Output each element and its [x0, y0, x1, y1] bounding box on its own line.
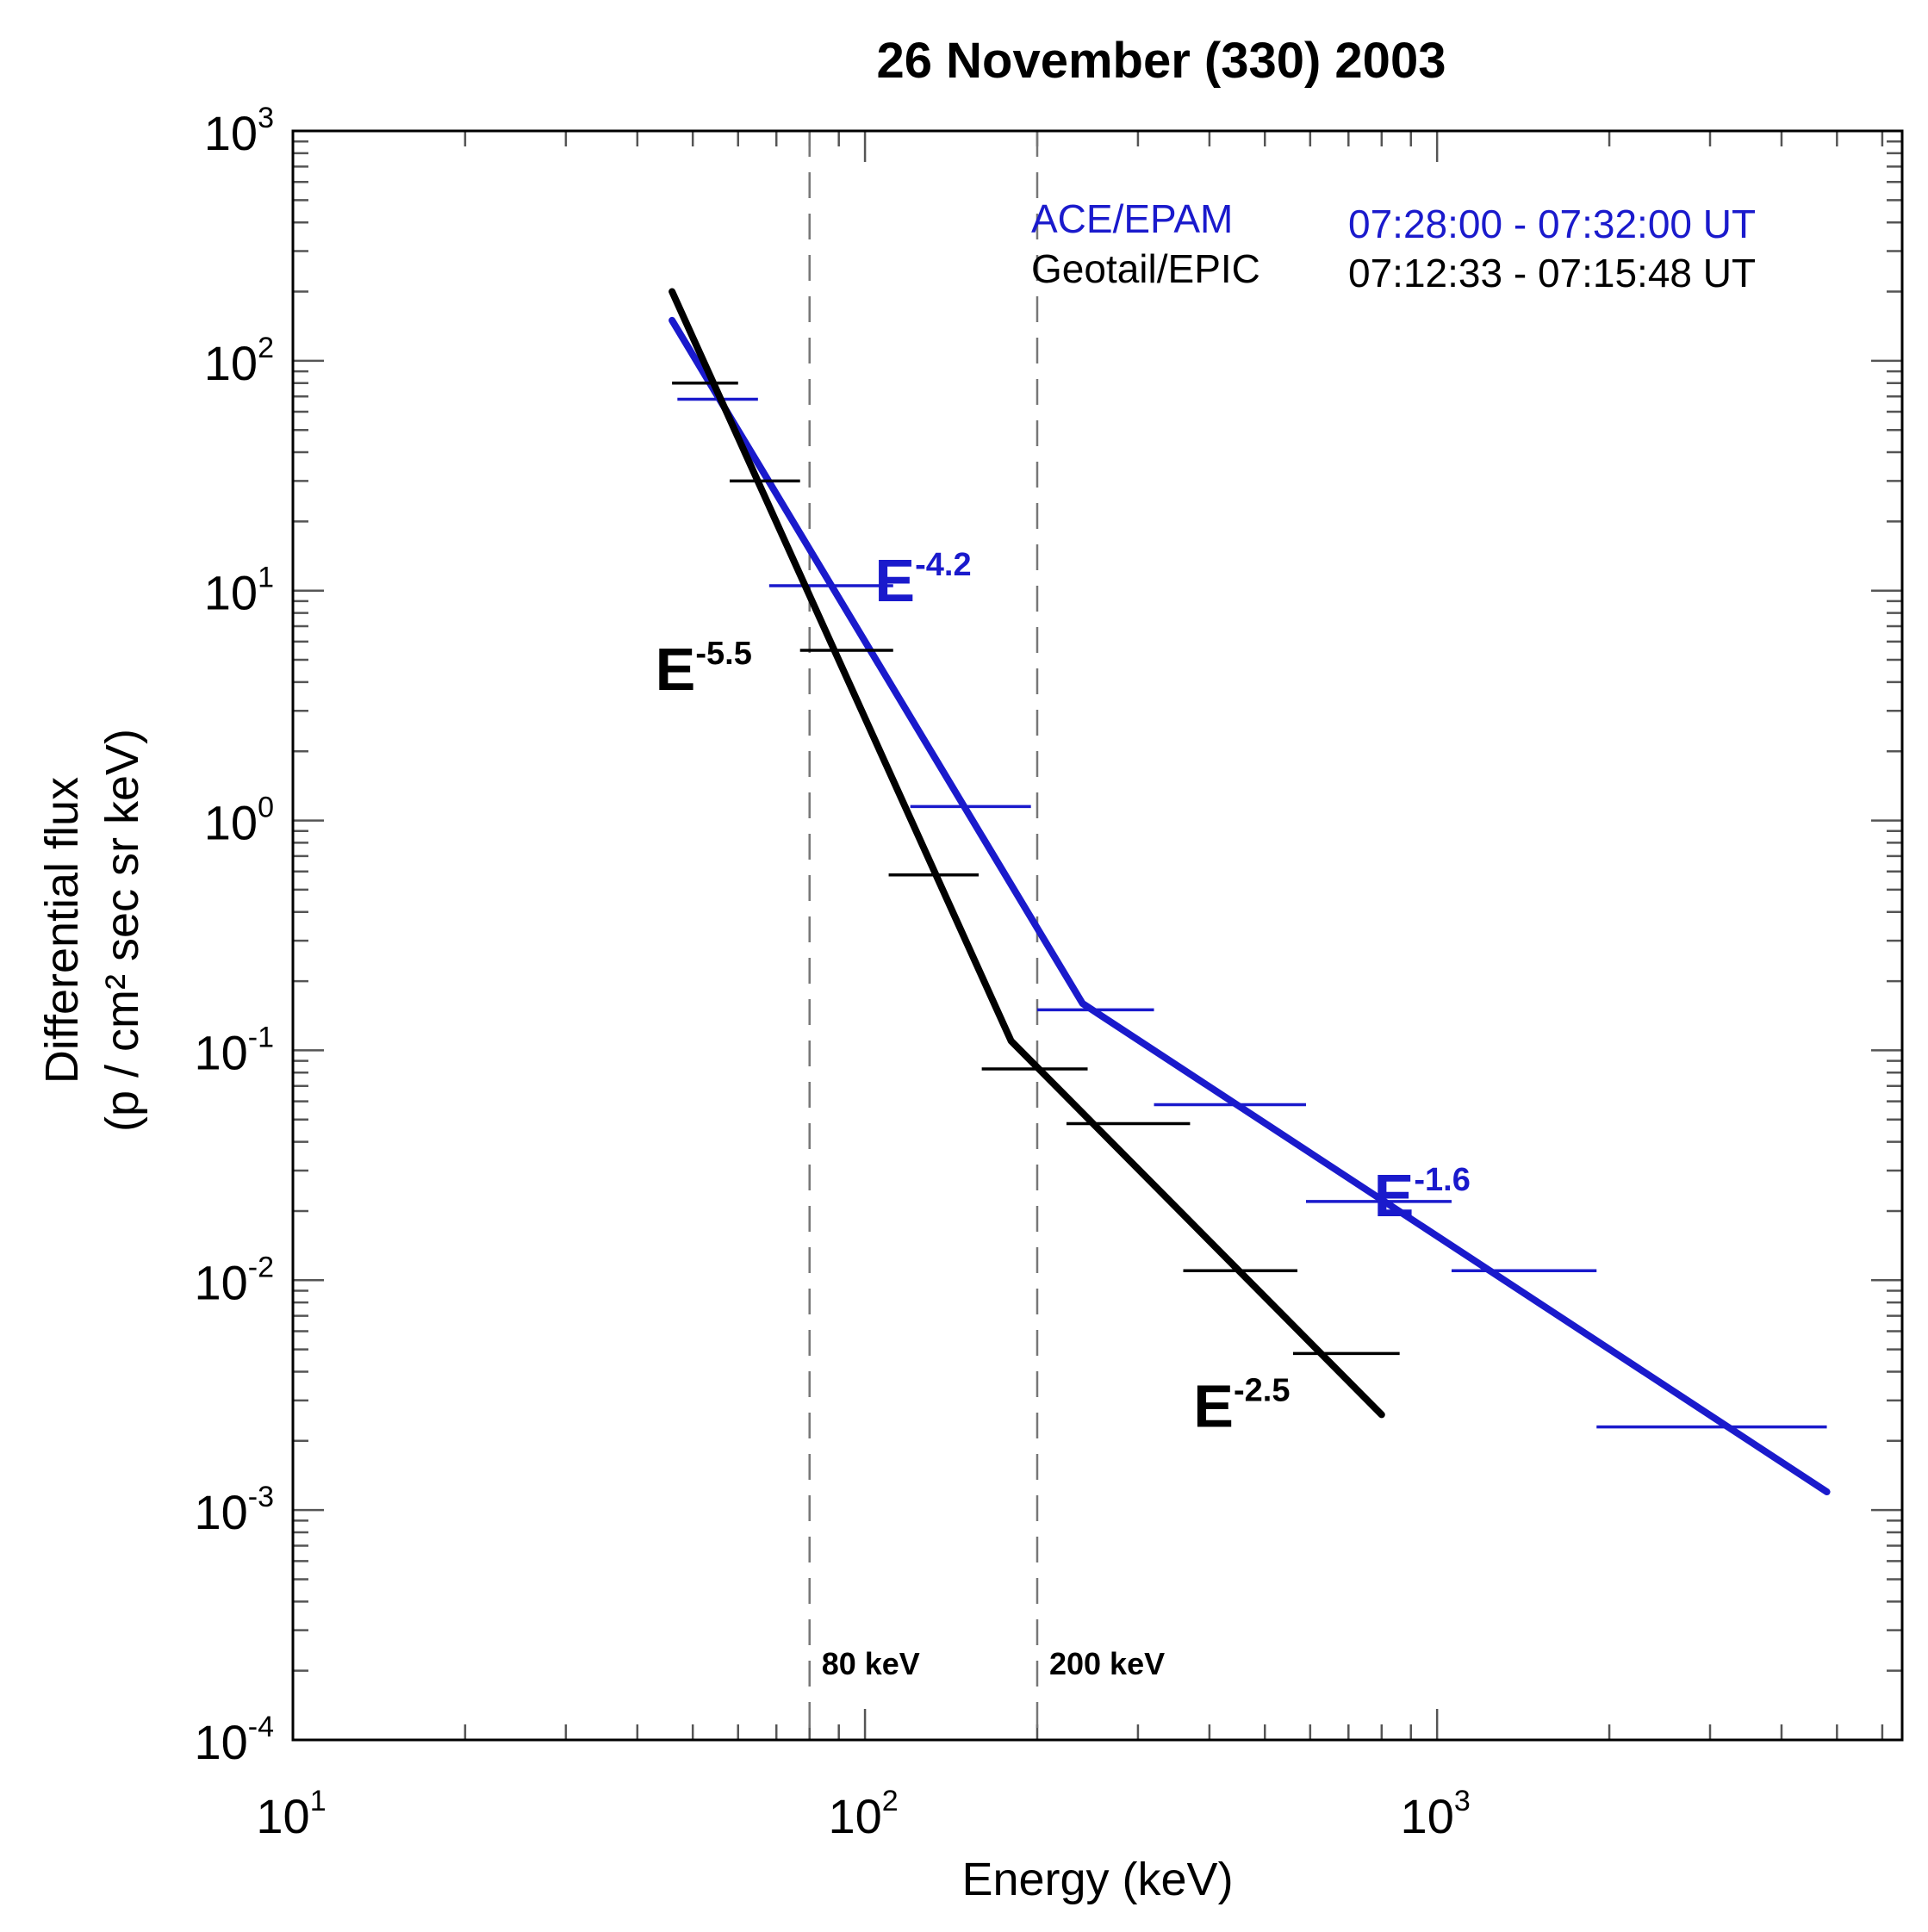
legend-ace-name: ACE/EPAM [1031, 196, 1233, 241]
tick-labels: 101 102 103 10-4 10-3 10-2 10-1 100 101 102 103 [194, 102, 1470, 1843]
y-axis-label-line1: Differential flux [36, 777, 88, 1084]
legend-ace-time: 07:28:00 - 07:32:00 UT [1348, 202, 1756, 246]
y-axis-label-line2: (p / cm² sec sr keV) [96, 729, 148, 1132]
chart-title: 26 November (330) 2003 [877, 33, 1446, 89]
y-tick-label: 10-3 [194, 1481, 274, 1539]
plot-frame [291, 129, 1904, 1742]
y-tick-label: 102 [204, 332, 274, 390]
y-tick-label: 10-1 [194, 1021, 274, 1079]
legend-geotail-time: 07:12:33 - 07:15:48 UT [1348, 251, 1756, 295]
x-tick-label: 103 [1401, 1785, 1471, 1843]
geotail-fit-label: E-5.5 [656, 636, 752, 703]
y-tick-label: 103 [204, 102, 274, 160]
y-tick-label: 10-4 [194, 1711, 274, 1769]
reference-line-label: 200 keV [1049, 1646, 1165, 1681]
y-tick-label: 10-2 [194, 1251, 274, 1309]
series-layer: E-4.2 E-1.6 E-5.5 E-2.5 [656, 288, 1831, 1495]
ace-fit-line [669, 316, 1831, 1495]
ace-fit-label: E-1.6 [1374, 1162, 1471, 1229]
axis-ticks [291, 129, 1902, 1742]
x-tick-label: 101 [256, 1785, 326, 1843]
reference-line-label: 80 keV [822, 1646, 920, 1681]
y-tick-label: 101 [204, 562, 274, 620]
reference-lines: 80 keV 200 keV [808, 131, 1165, 1740]
y-tick-label: 100 [204, 792, 274, 850]
geotail-fit-line [669, 288, 1385, 1419]
x-tick-label: 102 [828, 1785, 898, 1843]
geotail-fit-label: E-2.5 [1193, 1373, 1290, 1440]
legend: ACE/EPAM 07:28:00 - 07:32:00 UT Geotail/… [1031, 196, 1756, 295]
x-axis-label: Energy (keV) [961, 1854, 1233, 1905]
ace-fit-label: E-4.2 [874, 547, 971, 614]
legend-geotail-name: Geotail/EPIC [1031, 246, 1260, 291]
